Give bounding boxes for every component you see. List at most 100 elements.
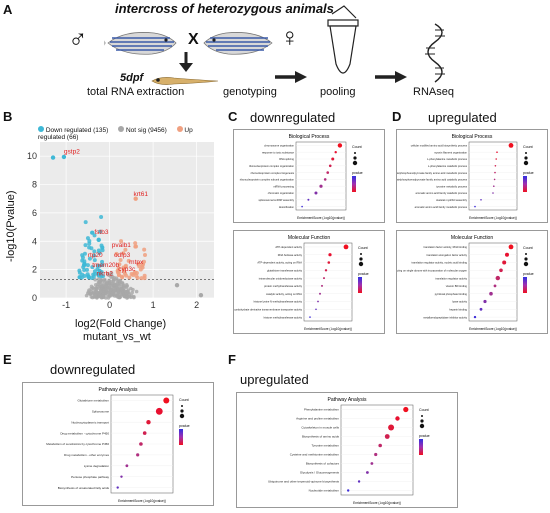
volcano-ytick: 4 <box>32 236 37 246</box>
volcano-point-up <box>140 263 145 268</box>
dotplot-term-label: Biosynthesis of cofactors <box>306 462 340 466</box>
volcano-ylabel: -log10(Pvalue) <box>5 190 17 262</box>
dotplot-dot <box>384 434 390 439</box>
legend-count-title: Count <box>179 398 189 402</box>
legend-pvalue-gradient <box>523 277 527 293</box>
volcano-point-down <box>100 263 105 268</box>
volcano-point-down <box>83 220 88 225</box>
volcano-point-notsig <box>117 278 122 283</box>
dotplot-e: Pathway Analysis Glutathione metabolism Sp… <box>46 387 189 503</box>
volcano-point-notsig <box>98 295 103 299</box>
legend-pvalue-title: pvalue <box>523 272 534 276</box>
volcano-ytick: 10 <box>27 151 37 161</box>
legend-up: Up regulated (66) <box>38 127 193 141</box>
volcano-point-notsig <box>87 288 91 293</box>
volcano-point-up <box>139 276 144 281</box>
panel-c-label: C <box>228 109 238 124</box>
right-arrow-icon <box>275 71 307 83</box>
volcano-point-notsig <box>121 290 125 295</box>
volcano-point-up <box>119 239 124 244</box>
dotplot-term-label: Ubiquinone and other terpenoid-quinone b… <box>268 480 340 484</box>
dotplot-term-label: response to toxic substance <box>262 150 295 154</box>
step-rnaseq: RNAseq <box>413 86 454 98</box>
dotplot-dot <box>155 407 163 415</box>
volcano-point-down <box>92 249 97 254</box>
volcano-point-down <box>82 261 87 266</box>
dotplot-dot <box>493 178 496 181</box>
dotplot-xaxis-label: EnrichmentScore (-log10(pvalue)) <box>353 501 401 505</box>
legend-size-dot <box>419 423 425 429</box>
legend-size-dot <box>360 253 362 255</box>
volcano-gene-label: pvalb1 <box>112 242 132 249</box>
volcano-xtick: 2 <box>194 300 199 310</box>
volcano-panel-bg <box>40 142 214 298</box>
volcano-point-down <box>83 243 88 248</box>
larva-icon <box>151 77 219 85</box>
legend-pvalue-gradient <box>358 277 362 293</box>
volcano-point-notsig <box>106 271 110 276</box>
legend-size-dot <box>353 156 357 160</box>
male-symbol: ♂ <box>68 24 88 54</box>
legend-up-marker <box>176 126 183 132</box>
dotplot-dot <box>120 475 123 478</box>
volcano-point-notsig <box>134 289 139 294</box>
volcano-point-up <box>138 267 143 272</box>
legend-count-title: Count <box>523 145 533 149</box>
volcano-point-down <box>99 215 104 220</box>
volcano-point-up <box>117 262 122 267</box>
dotplot-term-label: heparin binding <box>449 308 467 312</box>
dotplot-dot <box>314 191 318 195</box>
volcano-point-down <box>98 229 103 234</box>
panel-e-chart: Pathway Analysis Glutathione metabolism Sp… <box>22 382 214 506</box>
volcano-xtick: 0 <box>107 300 112 310</box>
legend-pvalue-title: pvalue <box>358 272 369 276</box>
volcano-point-up <box>133 244 138 249</box>
dotplot-term-label: Metabolism of xenobiotics by cytochrome … <box>46 442 109 446</box>
dotplot-dot <box>317 300 319 303</box>
volcano-point-notsig <box>116 287 120 291</box>
dotplot-dot <box>395 416 400 421</box>
panel-d-mf: Molecular Function translation factor act… <box>368 230 548 334</box>
dotplot-term-label: carbohydrate derivative transmembrane tr… <box>234 308 302 312</box>
volcano-point-down <box>99 274 104 279</box>
volcano-point-down <box>79 275 84 280</box>
dotplot-term-label: translation elongation factor activity <box>426 253 467 257</box>
panel-b-label: B <box>3 109 13 124</box>
dotplot-dot <box>146 420 151 425</box>
dotplot-term-label: ATP-dependent activity, acting on RNA <box>257 261 302 265</box>
volcano-point-notsig <box>132 294 136 299</box>
dotplot-dot <box>324 269 328 272</box>
volcano-point-notsig <box>109 275 113 279</box>
volcano-point-up <box>142 253 147 258</box>
volcano-point-outlier <box>50 155 56 160</box>
dotplot-dot <box>492 192 494 194</box>
dotplot-term-label: RNA helicase activity <box>278 253 303 257</box>
legend-pvalue-title: pvalue <box>523 171 534 175</box>
dotplot-term-label: L-phenylalanine catabolic process <box>428 164 468 168</box>
legend-count-title: Count <box>358 246 368 250</box>
volcano-point-notsig <box>102 286 107 291</box>
volcano-xtick: -1 <box>62 300 70 310</box>
dotplot-dot <box>321 284 323 287</box>
volcano-ytick: 6 <box>32 208 37 218</box>
panel-e-title: downregulated <box>50 362 136 377</box>
volcano-point-down <box>92 233 97 238</box>
dotplot-dot <box>343 244 349 250</box>
dotplot-dot <box>474 205 476 208</box>
panel-a-title: intercross of heterozygous animals <box>115 1 334 16</box>
dotplot-dot <box>136 453 140 457</box>
volcano-point-notsig <box>108 279 113 284</box>
volcano-point-down <box>100 259 105 264</box>
volcano-point-up <box>121 251 126 256</box>
dotplot-frame <box>295 141 347 211</box>
volcano-gene-label: odfp3 <box>114 252 131 259</box>
dotplot-term-label: histone lysine N-methyltransferase activ… <box>254 300 303 304</box>
dotplot-term-label: tyrosine metabolic process <box>436 184 467 188</box>
legend-pvalue-gradient <box>523 176 527 192</box>
volcano-point-notsig <box>89 284 94 289</box>
dotplot-dot <box>496 151 498 153</box>
volcano-point-up <box>137 264 142 269</box>
volcano-point-notsig <box>121 281 125 286</box>
dotplot-c-mf: Molecular Function ATP-dependent activity… <box>234 235 369 331</box>
volcano-point-notsig <box>110 292 114 297</box>
